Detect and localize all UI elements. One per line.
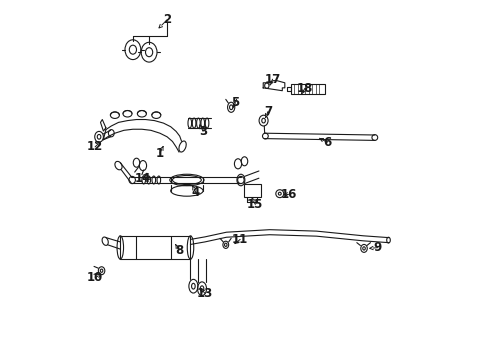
Text: 9: 9 [373, 241, 381, 254]
Bar [290, 84, 324, 94]
Text: 14: 14 [135, 172, 151, 185]
Bar [120, 236, 190, 259]
Text: 11: 11 [232, 233, 248, 246]
Text: 3: 3 [199, 125, 207, 138]
Text: 10: 10 [87, 271, 103, 284]
Text: 2: 2 [163, 13, 171, 26]
Text: 17: 17 [264, 73, 280, 86]
Text: 15: 15 [246, 198, 263, 211]
Text: 13: 13 [196, 287, 213, 300]
Text: 5: 5 [231, 96, 239, 109]
Text: 18: 18 [296, 82, 312, 95]
Bar [244, 184, 261, 197]
Text: 8: 8 [175, 244, 183, 257]
Text: 7: 7 [264, 105, 271, 118]
Text: 12: 12 [87, 140, 103, 153]
Text: 1: 1 [156, 147, 163, 159]
Text: 6: 6 [323, 136, 331, 149]
Text: 4: 4 [191, 186, 200, 199]
Text: 16: 16 [280, 188, 296, 201]
